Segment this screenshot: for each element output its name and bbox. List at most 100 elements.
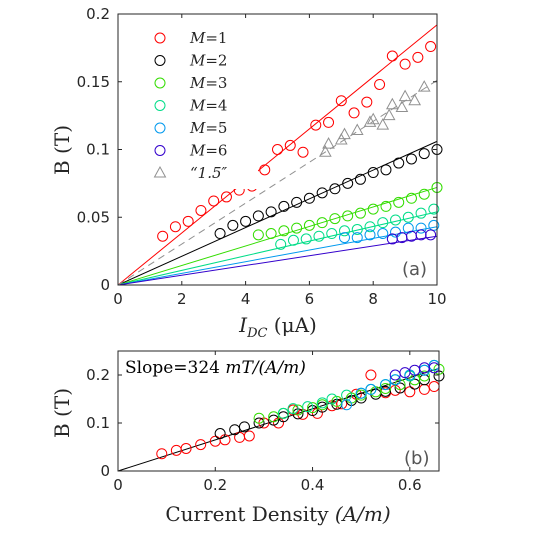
data-point-1-5	[322, 137, 335, 149]
data-point-m-1	[220, 191, 232, 203]
data-point-1-5	[376, 118, 390, 130]
y-tick-label: 0	[100, 462, 110, 480]
data-point-m-3	[253, 412, 265, 424]
data-point-m-5	[338, 232, 350, 244]
legend-label-m-4: M=4	[189, 97, 227, 115]
data-point-m-1	[374, 78, 386, 90]
x-tick-label: 0.2	[203, 476, 227, 494]
panel-a-xlabel-sub: DC	[246, 326, 267, 341]
legend-label-var: M	[189, 142, 206, 160]
y-tick-label: 0.1	[86, 414, 110, 432]
legend-marker-m-1	[154, 32, 166, 44]
data-point-m-2	[278, 200, 290, 212]
legend-marker-m-5	[154, 122, 166, 134]
y-tick-label: 0.15	[77, 73, 110, 91]
fit-line-m-3	[117, 186, 438, 286]
data-point-m-1	[180, 442, 192, 454]
data-point-m-4	[300, 233, 312, 245]
legend-marker-m-3	[154, 77, 166, 89]
data-point-m-2	[367, 167, 379, 179]
legend-label-var: M	[189, 52, 206, 70]
panel-a-xlabel: IDC (μA)	[238, 313, 317, 341]
data-point-m-3	[316, 217, 328, 229]
data-point-m-2	[227, 219, 239, 231]
legend-label-value: =4	[205, 97, 227, 115]
data-point-m-2	[380, 164, 392, 176]
data-point-m-2	[329, 183, 341, 195]
data-point-m-2	[342, 177, 354, 189]
data-point-m-3	[268, 411, 280, 423]
panel-b-annotation-main: Slope=324	[125, 358, 225, 378]
data-point-m-1	[156, 448, 168, 460]
data-point-1-5	[338, 127, 351, 140]
data-point-m-5	[415, 222, 427, 234]
data-point-1-5	[319, 145, 332, 157]
data-point-m-1	[195, 204, 207, 216]
data-point-m-4	[377, 217, 389, 229]
x-tick-label: 2	[177, 290, 187, 308]
data-point-m-2	[253, 417, 265, 429]
data-point-m-2	[240, 215, 252, 227]
data-point-m-3	[265, 228, 277, 240]
data-point-m-1	[157, 230, 169, 242]
data-point-m-1	[272, 144, 283, 155]
data-point-m-3	[303, 219, 315, 231]
panel-a-xlabel-unit: (μA)	[267, 313, 316, 337]
x-tick-label: 0	[113, 290, 123, 308]
data-point-m-3	[405, 192, 417, 204]
data-point-m-3	[370, 386, 382, 398]
x-tick-label: 0.6	[398, 476, 422, 494]
data-point-m-1	[234, 431, 246, 443]
data-point-m-1	[361, 96, 373, 108]
data-point-m-2	[214, 428, 226, 440]
data-point-m-1	[418, 383, 430, 395]
data-point-1-5	[385, 97, 399, 110]
data-point-m-1	[365, 369, 377, 381]
data-point-m-5	[341, 399, 353, 411]
data-point-1-5	[363, 115, 377, 127]
data-point-m-1	[170, 444, 182, 456]
data-point-m-2	[316, 187, 328, 199]
data-point-m-3	[342, 210, 354, 222]
data-point-m-3	[418, 188, 430, 200]
legend-label-m-5: M=5	[189, 119, 227, 137]
data-point-1-5	[382, 108, 396, 121]
legend-marker-m-2	[154, 55, 166, 66]
legend-marker-m-6	[154, 145, 166, 156]
panel-b: 0 0.2 0.4 0.6 0 0.1 0.2 (b) Slope=324 mT/(A/m)…	[50, 350, 445, 526]
legend-label-value: =5	[205, 119, 227, 137]
panel-a-ylabel: B (T)	[50, 125, 74, 175]
data-point-m-5	[402, 222, 414, 234]
data-point-m-5	[390, 226, 402, 238]
data-point-m-4	[326, 393, 338, 405]
panel-b-xlabel: Current Density (A/m)	[165, 502, 390, 526]
data-point-m-4	[275, 238, 287, 250]
data-point-m-2	[291, 196, 303, 208]
panel-a-marks	[117, 24, 443, 286]
legend-label-var: M	[189, 74, 206, 92]
panel-b-ylabel: B (T)	[50, 388, 74, 438]
x-tick-label: 10	[427, 290, 446, 308]
x-tick-label: 0.4	[301, 476, 325, 494]
data-point-m-3	[393, 196, 405, 208]
panel-b-xlabel-unit: (A/m)	[335, 502, 391, 526]
data-point-m-2	[214, 228, 226, 240]
data-point-m-3	[418, 370, 430, 382]
legend-marker-m-4	[154, 100, 166, 111]
data-point-m-1	[297, 146, 309, 158]
data-point-m-5	[418, 364, 430, 376]
data-point-m-4	[313, 230, 325, 242]
data-point-m-4	[302, 401, 314, 413]
data-point-m-3	[291, 222, 303, 234]
data-point-m-3	[307, 402, 319, 414]
legend-label-value: =1	[205, 29, 227, 47]
data-point-m-3	[292, 404, 304, 416]
data-point-m-5	[364, 229, 376, 241]
data-point-m-5	[377, 228, 389, 240]
data-point-m-4	[428, 203, 440, 215]
data-point-m-2	[393, 157, 405, 169]
data-point-m-1	[323, 116, 335, 128]
panel-a-legend: M=1M=2M=3M=4M=5M=6“1.5″	[128, 22, 258, 189]
x-tick-label: 4	[241, 290, 251, 308]
data-point-m-1	[310, 119, 322, 131]
